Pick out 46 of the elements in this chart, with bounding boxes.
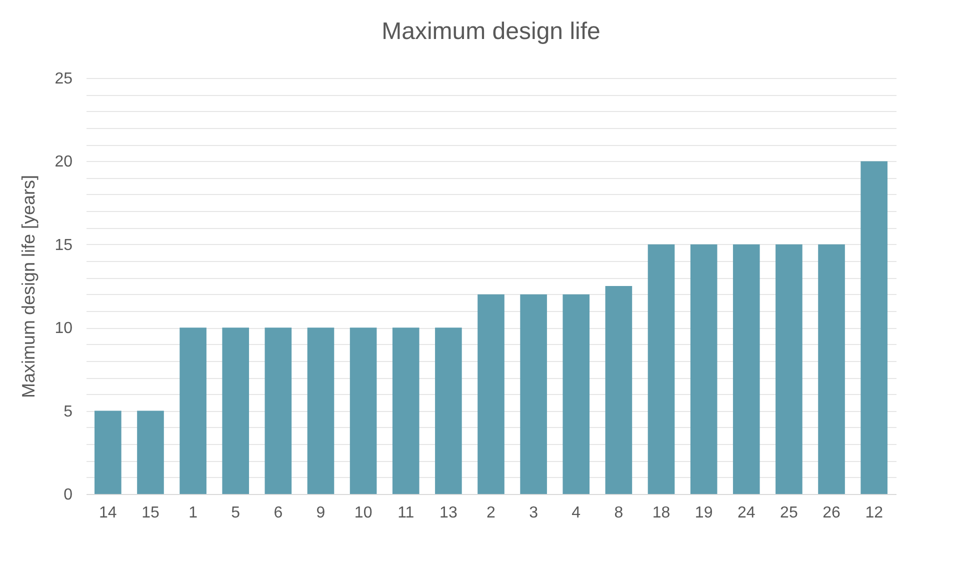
x-tick-label: 25 <box>780 504 798 522</box>
y-axis-title: Maximum design life [years] <box>18 174 39 398</box>
x-tick-label: 3 <box>529 504 538 522</box>
bar <box>180 328 206 494</box>
x-tick-label: 11 <box>398 504 414 522</box>
y-tick-label: 10 <box>54 320 73 338</box>
x-tick-label: 18 <box>652 504 670 522</box>
bar <box>307 328 334 494</box>
x-tick-label: 14 <box>99 504 117 522</box>
x-tick-label: 8 <box>614 504 624 522</box>
bar <box>392 328 420 494</box>
bar <box>562 294 590 494</box>
x-tick-label: 19 <box>694 504 713 522</box>
bar <box>860 161 888 494</box>
bar <box>605 286 632 494</box>
x-tick-label: 12 <box>865 504 884 522</box>
bar <box>222 328 250 494</box>
bar <box>264 328 292 494</box>
x-tick-label: 13 <box>440 504 458 522</box>
chart-title: Maximum design life <box>382 18 600 45</box>
x-tick-label: 15 <box>142 504 160 522</box>
x-tick-label: 9 <box>316 504 326 522</box>
x-tick-label: 1 <box>188 504 198 522</box>
bar <box>137 410 164 494</box>
x-tick-label: 24 <box>737 504 756 522</box>
bar <box>435 328 462 494</box>
x-tick-label: 2 <box>486 504 496 522</box>
x-tick-label: 5 <box>231 504 240 522</box>
bar <box>776 244 802 494</box>
bar <box>520 294 547 494</box>
bar <box>648 244 675 494</box>
bar <box>690 244 718 494</box>
bar <box>94 410 122 494</box>
x-tick-label: 4 <box>572 504 581 522</box>
y-tick-label: 20 <box>54 154 73 171</box>
y-tick-label: 5 <box>64 403 73 420</box>
x-tick-label: 26 <box>822 504 841 522</box>
bar <box>478 294 504 494</box>
bar <box>818 244 845 494</box>
y-tick-label: 0 <box>64 486 73 504</box>
bar <box>350 328 377 494</box>
bar <box>732 244 760 494</box>
x-tick-label: 10 <box>354 504 372 522</box>
x-tick-label: 6 <box>274 504 283 522</box>
y-tick-label: 15 <box>54 236 73 254</box>
y-tick-label: 25 <box>54 70 73 88</box>
